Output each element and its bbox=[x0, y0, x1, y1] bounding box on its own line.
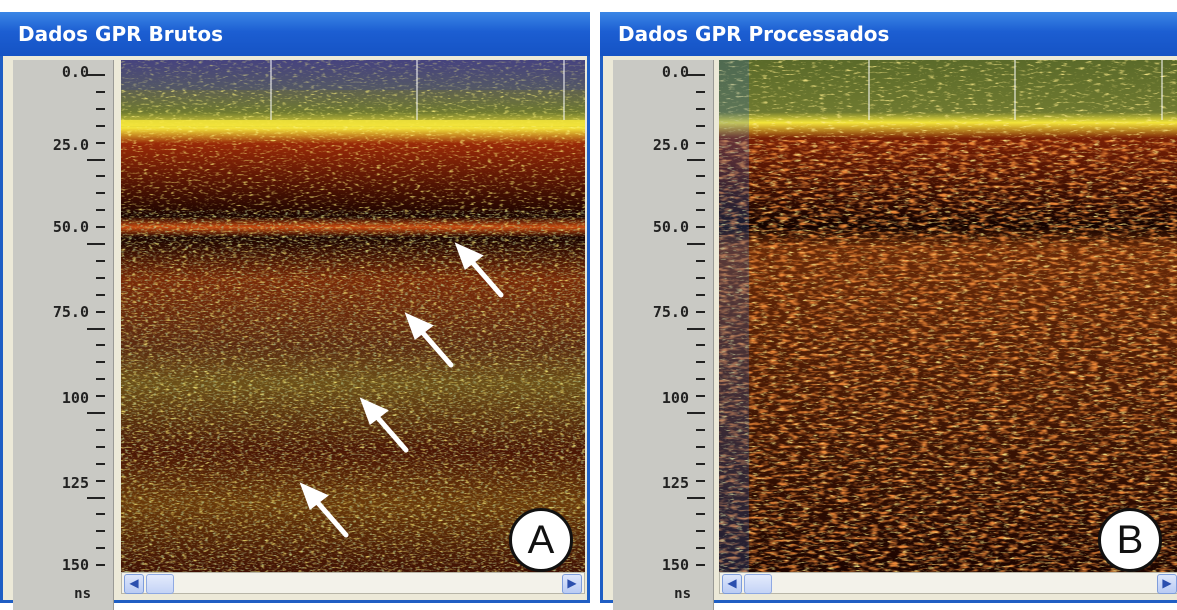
tick-label: 50.0 bbox=[653, 218, 689, 236]
minor-tick bbox=[696, 175, 705, 177]
radargram-plot bbox=[121, 60, 585, 582]
minor-tick bbox=[696, 547, 705, 549]
minor-tick bbox=[696, 513, 705, 515]
minor-tick bbox=[696, 192, 705, 194]
minor-tick bbox=[696, 311, 705, 313]
minor-tick bbox=[96, 125, 105, 127]
minor-tick bbox=[696, 125, 705, 127]
minor-tick bbox=[696, 564, 705, 566]
minor-tick bbox=[696, 209, 705, 211]
axis-unit: ns bbox=[674, 586, 691, 602]
tick-label: 100 bbox=[62, 389, 89, 407]
major-tick bbox=[87, 497, 105, 499]
minor-tick bbox=[696, 108, 705, 110]
minor-tick bbox=[696, 294, 705, 296]
time-axis: 0.0 25.0 50.0 75.0 100 125 150 ns bbox=[613, 60, 714, 610]
minor-tick bbox=[696, 344, 705, 346]
minor-tick bbox=[96, 294, 105, 296]
tick-label: 100 bbox=[662, 389, 689, 407]
minor-tick bbox=[96, 91, 105, 93]
major-tick bbox=[687, 74, 705, 76]
minor-tick bbox=[696, 395, 705, 397]
tick-label: 75.0 bbox=[653, 303, 689, 321]
minor-tick bbox=[96, 142, 105, 144]
minor-tick bbox=[96, 175, 105, 177]
minor-tick bbox=[96, 547, 105, 549]
minor-tick bbox=[696, 260, 705, 262]
tick-label: 75.0 bbox=[53, 303, 89, 321]
minor-tick bbox=[96, 277, 105, 279]
major-tick bbox=[87, 74, 105, 76]
radargram-plot bbox=[719, 60, 1177, 582]
minor-tick bbox=[96, 361, 105, 363]
minor-tick bbox=[96, 209, 105, 211]
tick-label: 25.0 bbox=[653, 136, 689, 154]
panel-raw-data: Dados GPR Brutos 0.0 25.0 50.0 75.0 100 … bbox=[0, 12, 590, 603]
major-tick bbox=[87, 243, 105, 245]
minor-tick bbox=[696, 277, 705, 279]
radargram-image bbox=[121, 60, 585, 582]
minor-tick bbox=[96, 429, 105, 431]
tick-label: 150 bbox=[662, 556, 689, 574]
minor-tick bbox=[96, 192, 105, 194]
tick-label: 150 bbox=[62, 556, 89, 574]
radargram-image bbox=[719, 60, 1177, 582]
minor-tick bbox=[96, 378, 105, 380]
minor-tick bbox=[96, 395, 105, 397]
tick-label: 0.0 bbox=[62, 63, 89, 81]
horizontal-scrollbar[interactable]: ◀ ▶ bbox=[719, 572, 1177, 594]
tick-label: 125 bbox=[662, 474, 689, 492]
scrollbar-thumb[interactable] bbox=[744, 574, 772, 594]
tick-label: 50.0 bbox=[53, 218, 89, 236]
chevron-right-icon[interactable]: ▶ bbox=[562, 574, 582, 594]
minor-tick bbox=[96, 513, 105, 515]
major-tick bbox=[87, 328, 105, 330]
scrollbar-thumb[interactable] bbox=[146, 574, 174, 594]
minor-tick bbox=[96, 480, 105, 482]
minor-tick bbox=[96, 564, 105, 566]
major-tick bbox=[687, 243, 705, 245]
major-tick bbox=[87, 412, 105, 414]
horizontal-scrollbar[interactable]: ◀ ▶ bbox=[121, 572, 585, 594]
tick-label: 25.0 bbox=[53, 136, 89, 154]
chevron-right-icon[interactable]: ▶ bbox=[1157, 574, 1177, 594]
major-tick bbox=[87, 159, 105, 161]
major-tick bbox=[687, 412, 705, 414]
panel-label-badge: A bbox=[509, 508, 573, 572]
axis-unit: ns bbox=[74, 586, 91, 602]
panel-title: Dados GPR Processados bbox=[600, 12, 1177, 56]
panel-title: Dados GPR Brutos bbox=[0, 12, 590, 56]
tick-label: 0.0 bbox=[662, 63, 689, 81]
minor-tick bbox=[96, 530, 105, 532]
minor-tick bbox=[696, 378, 705, 380]
chevron-left-icon[interactable]: ◀ bbox=[124, 574, 144, 594]
major-tick bbox=[687, 159, 705, 161]
minor-tick bbox=[696, 429, 705, 431]
minor-tick bbox=[696, 446, 705, 448]
minor-tick bbox=[96, 463, 105, 465]
minor-tick bbox=[696, 142, 705, 144]
time-axis: 0.0 25.0 50.0 75.0 100 125 150 ns bbox=[13, 60, 114, 610]
minor-tick bbox=[696, 530, 705, 532]
minor-tick bbox=[696, 226, 705, 228]
minor-tick bbox=[696, 91, 705, 93]
minor-tick bbox=[696, 480, 705, 482]
minor-tick bbox=[96, 446, 105, 448]
major-tick bbox=[687, 497, 705, 499]
chevron-left-icon[interactable]: ◀ bbox=[722, 574, 742, 594]
minor-tick bbox=[96, 344, 105, 346]
tick-label: 125 bbox=[62, 474, 89, 492]
major-tick bbox=[687, 328, 705, 330]
minor-tick bbox=[96, 108, 105, 110]
minor-tick bbox=[96, 260, 105, 262]
minor-tick bbox=[96, 226, 105, 228]
minor-tick bbox=[696, 361, 705, 363]
minor-tick bbox=[96, 311, 105, 313]
panel-label-badge: B bbox=[1098, 508, 1162, 572]
panel-processed-data: Dados GPR Processados 0.0 25.0 50.0 75.0… bbox=[600, 12, 1177, 603]
minor-tick bbox=[696, 463, 705, 465]
